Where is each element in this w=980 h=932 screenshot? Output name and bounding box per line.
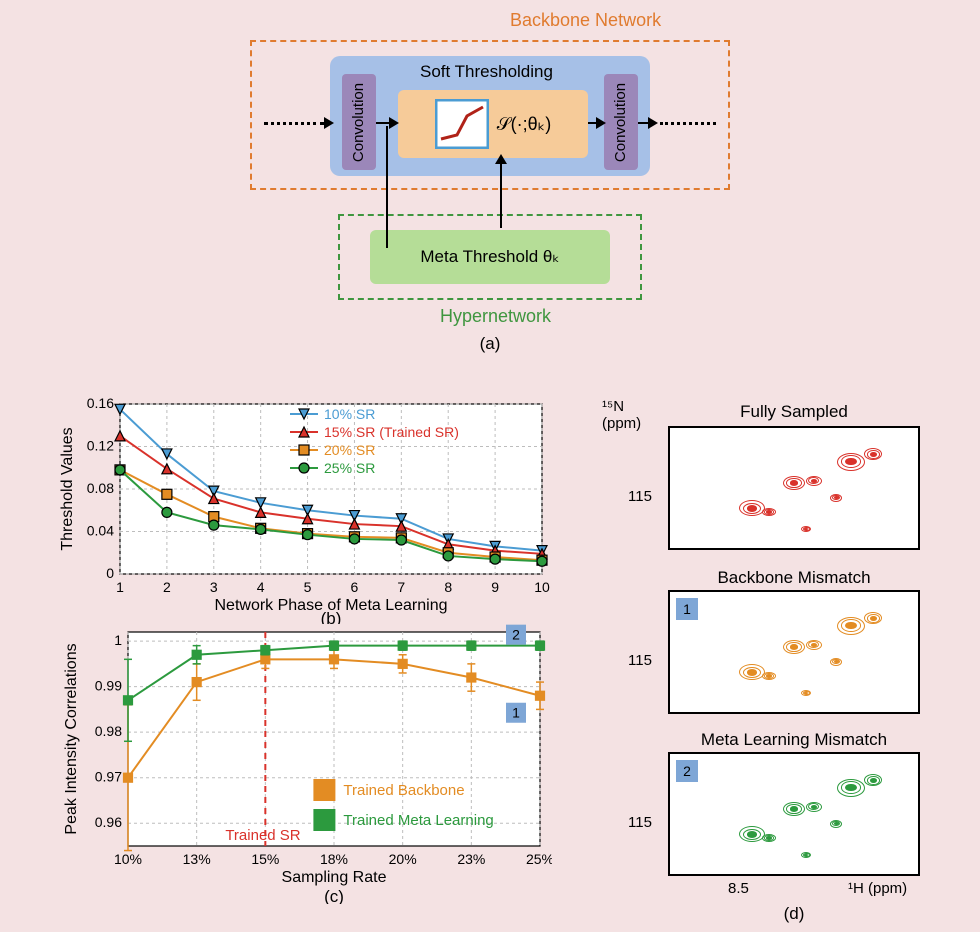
peak	[747, 669, 757, 675]
peak	[870, 616, 877, 621]
peak	[747, 505, 757, 511]
panel-d-caption: (d)	[668, 904, 920, 924]
peak	[834, 660, 839, 663]
backbone-mismatch-title: Backbone Mismatch	[668, 568, 920, 588]
meta-mismatch-title: Meta Learning Mismatch	[668, 730, 920, 750]
panel-d: ¹⁵N(ppm) Fully Sampled 115 Backbone Mism…	[616, 410, 956, 910]
svg-text:1: 1	[512, 705, 520, 721]
svg-text:Trained Backbone: Trained Backbone	[343, 782, 464, 799]
svg-text:0.97: 0.97	[95, 769, 122, 785]
soft-threshold-block: 𝒮(·;θₖ)	[398, 90, 588, 158]
svg-text:15%: 15%	[251, 851, 279, 867]
svg-text:0.08: 0.08	[87, 480, 114, 496]
peak	[845, 784, 856, 791]
peak	[811, 479, 817, 483]
svg-text:0.98: 0.98	[95, 723, 122, 739]
svg-text:7: 7	[397, 579, 405, 595]
svg-text:0.16: 0.16	[87, 395, 114, 411]
peak	[845, 458, 856, 465]
svg-text:0: 0	[106, 565, 114, 581]
soft-text: 𝒮(·;θₖ)	[497, 114, 552, 135]
peak	[834, 496, 839, 499]
chart-b: 0 0.04 0.08 0.12 0.16 1 2 3 4 5 6 7 8 9 10 10% SR 15% SR…	[56, 394, 552, 624]
peak	[870, 778, 877, 783]
soft-title: Soft Thresholding	[420, 62, 553, 82]
peak	[845, 622, 856, 629]
spectrum-fully-sampled	[668, 426, 920, 550]
panel-b: 0 0.04 0.08 0.12 0.16 1 2 3 4 5 6 7 8 9 10 10% SR 15% SR…	[56, 394, 552, 624]
svg-text:(b): (b)	[321, 609, 342, 624]
backbone-label: Backbone Network	[510, 10, 661, 31]
meta-threshold-block: Meta Threshold θₖ	[370, 230, 610, 284]
svg-text:2: 2	[512, 627, 520, 643]
svg-text:10: 10	[534, 579, 550, 595]
svg-text:Trained Meta Learning: Trained Meta Learning	[343, 812, 493, 829]
peak	[834, 822, 839, 825]
x-axis-label: ¹H (ppm)	[848, 880, 907, 897]
svg-text:Trained SR: Trained SR	[225, 827, 300, 844]
svg-text:0.96: 0.96	[95, 814, 122, 830]
y-tick-115-1: 115	[628, 652, 652, 669]
y-tick-115-2: 115	[628, 814, 652, 831]
svg-text:0.12: 0.12	[87, 438, 114, 454]
svg-text:Peak Intensity Correlations: Peak Intensity Correlations	[63, 643, 80, 834]
svg-text:5: 5	[304, 579, 312, 595]
svg-text:9: 9	[491, 579, 499, 595]
svg-text:Threshold Values: Threshold Values	[59, 427, 76, 550]
panel-a: Backbone Network Soft Thresholding Convo…	[250, 14, 730, 354]
fully-sampled-title: Fully Sampled	[668, 402, 920, 422]
svg-text:6: 6	[351, 579, 359, 595]
hypernetwork-label: Hypernetwork	[440, 306, 551, 327]
svg-text:20% SR: 20% SR	[324, 442, 375, 458]
svg-text:1: 1	[116, 579, 124, 595]
svg-text:25%: 25%	[526, 851, 552, 867]
panel-a-caption: (a)	[250, 334, 730, 354]
peak	[811, 805, 817, 809]
svg-text:23%: 23%	[457, 851, 485, 867]
svg-text:8: 8	[444, 579, 452, 595]
svg-text:18%: 18%	[320, 851, 348, 867]
peak	[766, 674, 772, 677]
badge-1-spectrum: 1	[676, 598, 698, 620]
badge-2-spectrum: 2	[676, 760, 698, 782]
panel-c: 0.96 0.97 0.98 0.99 1 10% 13% 15% 18% 20% 23% 25% Tr…	[56, 624, 552, 904]
svg-text:2: 2	[163, 579, 171, 595]
svg-text:0.99: 0.99	[95, 678, 122, 694]
convolution-block-right: Convolution	[604, 74, 638, 170]
svg-text:0.04: 0.04	[87, 523, 114, 539]
convolution-block-left: Convolution	[342, 74, 376, 170]
y-axis-label: ¹⁵N(ppm)	[602, 398, 641, 433]
svg-text:15% SR (Trained SR): 15% SR (Trained SR)	[324, 424, 459, 440]
svg-text:25% SR: 25% SR	[324, 460, 375, 476]
svg-text:(c): (c)	[324, 887, 344, 904]
svg-text:13%: 13%	[183, 851, 211, 867]
meta-label: Meta Threshold θₖ	[420, 247, 559, 267]
svg-text:Sampling Rate: Sampling Rate	[282, 869, 387, 886]
svg-text:10%: 10%	[114, 851, 142, 867]
y-tick-115-0: 115	[628, 488, 652, 505]
threshold-fn-icon	[435, 99, 489, 149]
spectrum-meta-mismatch: 2	[668, 752, 920, 876]
svg-text:20%: 20%	[389, 851, 417, 867]
svg-text:3: 3	[210, 579, 218, 595]
peak	[747, 831, 757, 837]
peak	[811, 643, 817, 647]
peak	[870, 452, 877, 457]
svg-text:10% SR: 10% SR	[324, 406, 375, 422]
peak	[766, 836, 772, 839]
svg-text:1: 1	[114, 632, 122, 648]
svg-text:4: 4	[257, 579, 265, 595]
x-tick-8p5: 8.5	[728, 880, 749, 897]
peak	[766, 510, 772, 513]
spectrum-backbone-mismatch: 1	[668, 590, 920, 714]
chart-c: 0.96 0.97 0.98 0.99 1 10% 13% 15% 18% 20% 23% 25% Tr…	[56, 624, 552, 904]
